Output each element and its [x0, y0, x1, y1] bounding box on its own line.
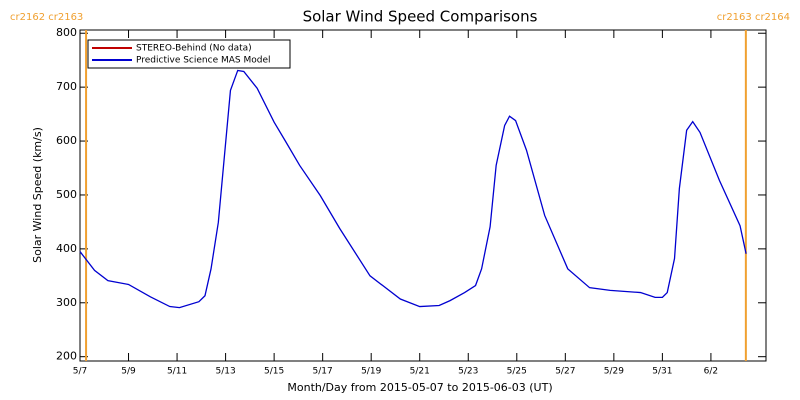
y-tick-label: 800 [56, 26, 77, 39]
y-axis-label: Solar Wind Speed (km/s) [31, 127, 44, 263]
y-tick-label: 200 [56, 350, 77, 363]
y-tick-label: 400 [56, 242, 77, 255]
x-tick-label: 5/13 [215, 367, 235, 377]
x-tick-label: 5/11 [167, 367, 187, 377]
data-line [79, 69, 747, 309]
x-tick-label: 5/17 [313, 367, 333, 377]
legend-label: STEREO-Behind (No data) [136, 44, 252, 54]
y-tick-label: 500 [56, 188, 77, 201]
x-tick-label: 5/23 [458, 367, 478, 377]
x-axis-label: Month/Day from 2015-05-07 to 2015-06-03 … [287, 381, 552, 394]
x-tick-label: 5/31 [652, 367, 672, 377]
x-tick-label: 5/19 [361, 367, 381, 377]
chart-title: Solar Wind Speed Comparisons [303, 8, 538, 26]
x-tick-label: 5/25 [507, 367, 527, 377]
y-tick-label: 600 [56, 134, 77, 147]
x-tick-label: 5/7 [73, 367, 87, 377]
legend-label: Predictive Science MAS Model [136, 56, 271, 66]
x-tick-label: 5/9 [121, 367, 136, 377]
x-tick-label: 5/21 [410, 367, 430, 377]
x-tick-label: 5/27 [555, 367, 575, 377]
x-tick-label: 5/29 [604, 367, 624, 377]
carrington-label: cr2162 cr2163 [10, 12, 83, 23]
x-tick-label: 6/2 [704, 367, 718, 377]
plot-frame [79, 29, 767, 362]
legend-box [87, 39, 291, 69]
y-tick-label: 700 [56, 80, 77, 93]
x-tick-label: 5/15 [264, 367, 284, 377]
y-tick-label: 300 [56, 296, 77, 309]
carrington-label: cr2163 cr2164 [717, 12, 790, 23]
